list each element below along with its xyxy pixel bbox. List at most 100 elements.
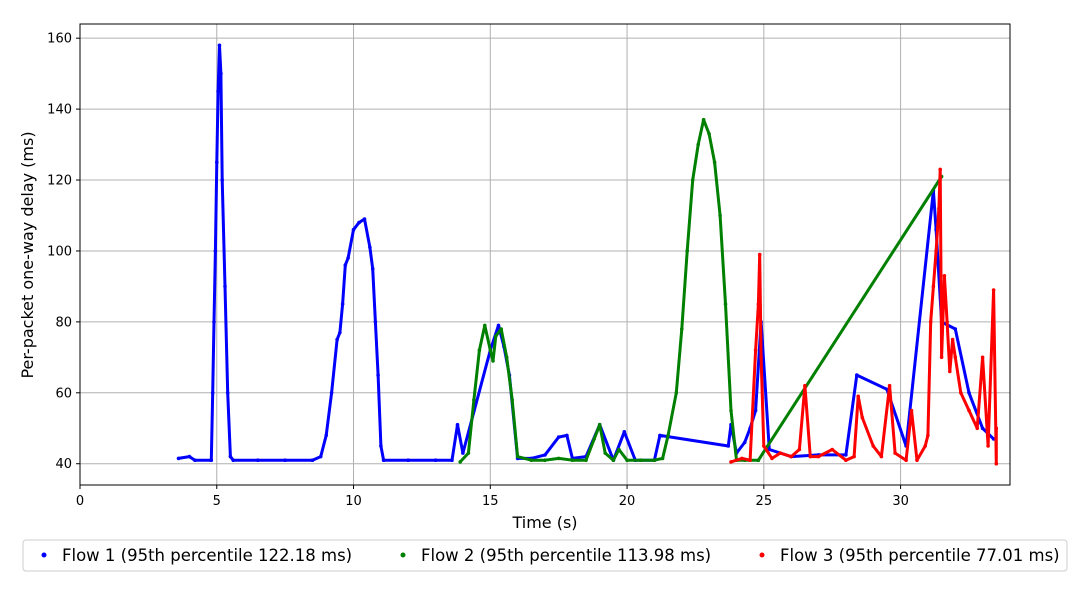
y-tick-label: 140 xyxy=(47,103,72,118)
data-point xyxy=(357,220,361,225)
data-point xyxy=(652,458,657,463)
data-point xyxy=(980,426,985,431)
data-point xyxy=(466,451,471,455)
data-point xyxy=(753,408,758,413)
data-point xyxy=(712,160,717,165)
data-point xyxy=(797,447,802,452)
y-tick-label: 40 xyxy=(55,457,72,472)
data-point xyxy=(674,391,679,395)
data-point xyxy=(529,458,534,463)
data-point xyxy=(622,430,627,434)
data-point xyxy=(543,458,547,463)
data-point xyxy=(757,252,762,257)
data-point xyxy=(742,440,747,445)
data-point xyxy=(967,408,971,413)
data-point xyxy=(351,227,356,232)
data-point xyxy=(510,398,514,402)
legend-marker xyxy=(759,552,765,558)
data-point xyxy=(210,391,215,395)
data-point xyxy=(844,453,848,457)
x-axis-ticks: 0 5 10 15 20 25 30 xyxy=(76,485,909,509)
data-point xyxy=(975,426,979,431)
data-point xyxy=(499,327,504,331)
x-axis-label: Time (s) xyxy=(511,513,577,532)
data-point xyxy=(338,330,342,335)
data-point xyxy=(726,444,731,448)
data-point xyxy=(373,320,378,324)
data-point xyxy=(220,178,224,182)
data-point xyxy=(658,433,662,438)
data-point xyxy=(844,458,848,463)
data-point xyxy=(565,433,569,438)
data-point xyxy=(756,458,761,463)
data-point xyxy=(370,266,375,271)
data-point xyxy=(753,348,758,353)
data-point xyxy=(855,373,859,377)
data-point xyxy=(759,355,763,360)
data-point xyxy=(638,458,643,463)
y-axis-ticks: 40 60 80 100 120 140 160 xyxy=(47,32,80,472)
data-point xyxy=(770,456,774,461)
data-point xyxy=(723,302,728,306)
data-point xyxy=(926,433,930,438)
data-point xyxy=(991,288,996,292)
data-point xyxy=(666,433,670,438)
series-3 xyxy=(729,167,999,466)
data-point xyxy=(690,178,695,182)
data-point xyxy=(477,348,482,353)
data-point xyxy=(335,337,339,342)
data-point xyxy=(816,454,821,459)
data-point xyxy=(496,323,501,328)
data-point xyxy=(939,355,944,360)
y-tick-label: 60 xyxy=(55,386,72,401)
data-point xyxy=(324,433,329,438)
data-point xyxy=(368,245,372,250)
y-tick-label: 120 xyxy=(47,174,72,189)
data-point xyxy=(406,458,411,463)
data-point xyxy=(329,391,334,395)
series-3-trace xyxy=(729,167,998,466)
data-point xyxy=(852,454,856,459)
data-point xyxy=(856,394,860,399)
data-point xyxy=(584,458,588,463)
data-point xyxy=(756,302,761,306)
data-point xyxy=(994,461,999,466)
legend-items: Flow 1 (95th percentile 122.18 ms) Flow 2… xyxy=(41,546,1060,565)
data-point xyxy=(830,447,834,452)
data-point xyxy=(433,458,438,463)
data-point xyxy=(209,458,214,463)
data-point xyxy=(310,458,315,463)
data-point xyxy=(217,43,222,48)
legend-label: Flow 1 (95th percentile 122.18 ms) xyxy=(62,546,352,565)
data-point xyxy=(803,383,807,388)
data-point xyxy=(953,327,958,331)
data-point xyxy=(950,337,955,342)
data-point xyxy=(967,391,971,395)
data-point xyxy=(450,458,454,463)
data-point xyxy=(942,274,947,278)
data-point xyxy=(611,458,616,463)
legend-label: Flow 2 (95th percentile 113.98 ms) xyxy=(421,546,711,565)
data-point xyxy=(225,391,230,395)
data-point xyxy=(283,458,287,463)
data-point xyxy=(176,456,181,461)
data-point xyxy=(219,71,223,76)
data-point xyxy=(340,302,345,306)
data-point xyxy=(915,458,919,463)
data-point xyxy=(603,451,607,455)
data-point xyxy=(362,217,367,221)
x-tick-label: 5 xyxy=(213,494,221,509)
data-point xyxy=(556,456,561,461)
data-point xyxy=(945,320,949,324)
data-point xyxy=(494,334,498,338)
data-point xyxy=(928,320,933,324)
series-2-trace xyxy=(458,118,944,464)
data-point xyxy=(879,454,884,459)
data-point xyxy=(215,160,219,165)
data-point xyxy=(488,348,493,353)
data-point xyxy=(504,355,509,360)
data-point xyxy=(228,454,233,459)
data-point xyxy=(381,458,386,463)
y-tick-label: 160 xyxy=(47,32,72,47)
data-point xyxy=(343,263,348,267)
